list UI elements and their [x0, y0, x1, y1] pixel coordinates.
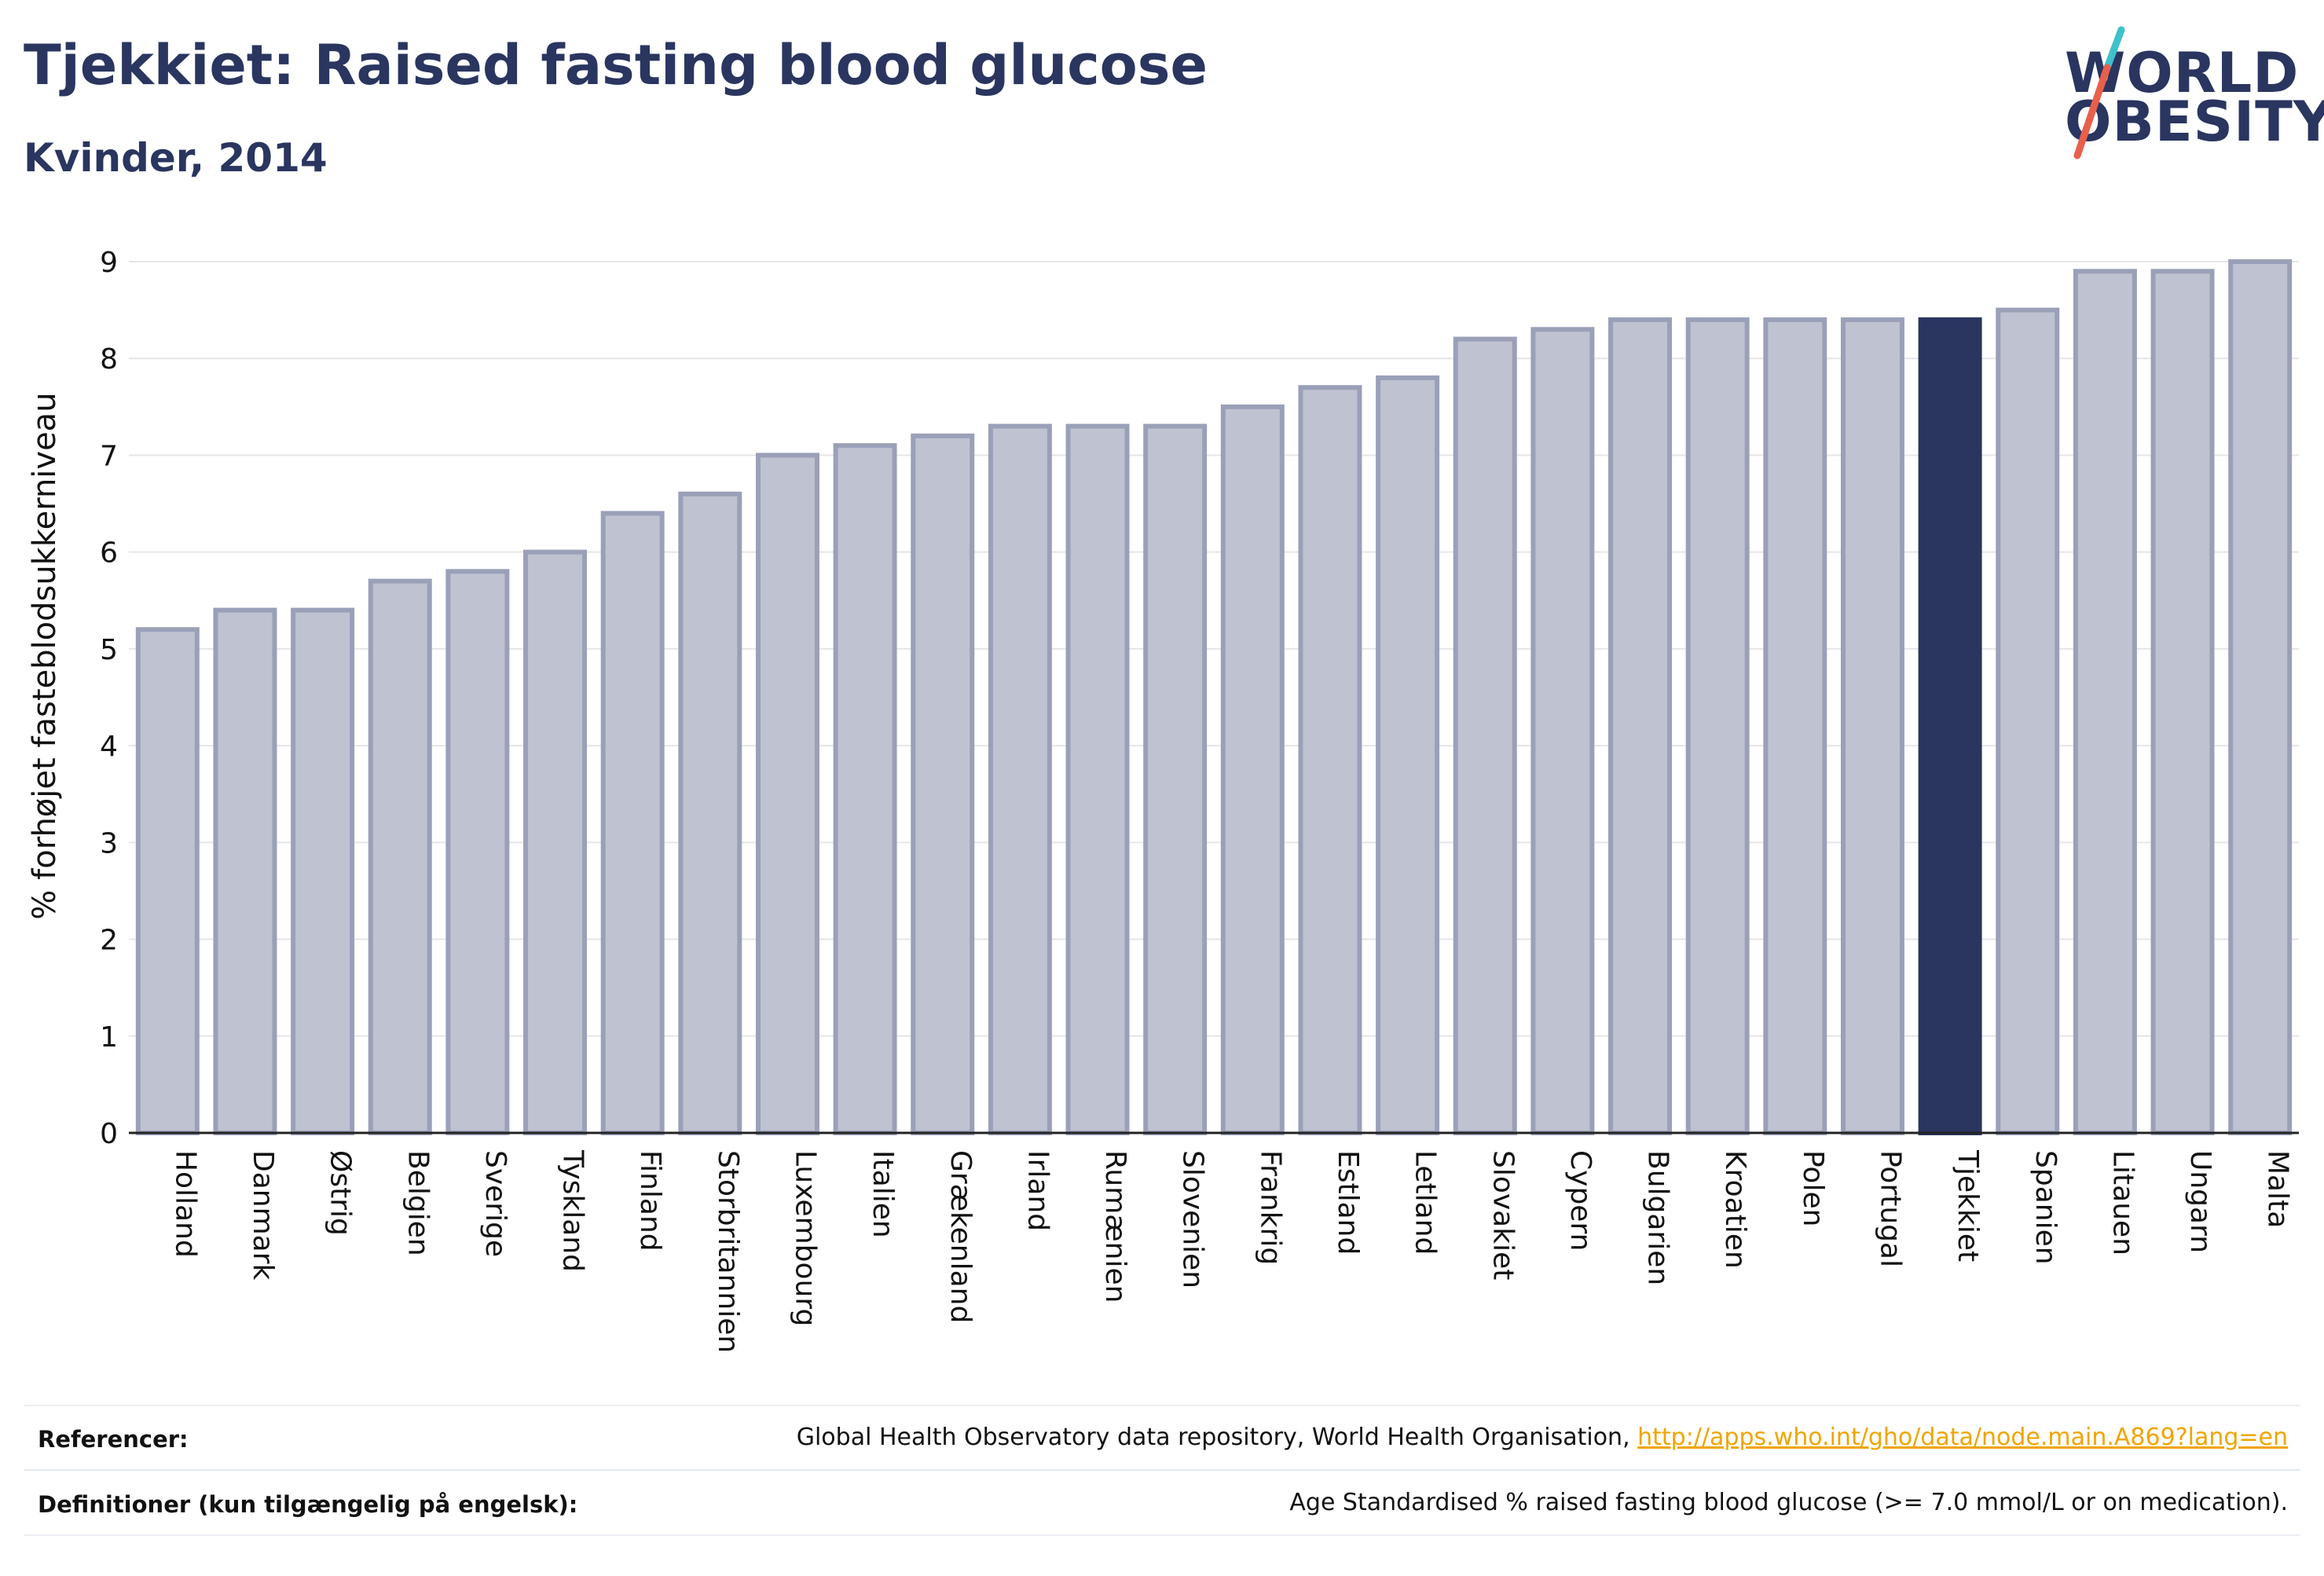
references-link[interactable]: http://apps.who.int/gho/data/node.main.A… — [1637, 1424, 2288, 1451]
footer-divider-bottom — [24, 1534, 2300, 1536]
x-tick-label: Grækenland — [944, 1150, 977, 1323]
bar — [1840, 317, 1904, 1135]
y-tick-label: 1 — [100, 1021, 118, 1054]
bar — [2150, 269, 2215, 1135]
x-tick-label: Finland — [634, 1150, 666, 1252]
axes: 0 1 2 3 4 5 6 7 8 9 Holland Danmark Østrig Belgien Sve… — [100, 247, 2299, 1353]
bar — [1376, 375, 1440, 1136]
bar — [291, 607, 355, 1135]
bars — [135, 259, 2293, 1136]
bar — [833, 443, 897, 1135]
bar — [911, 433, 975, 1135]
x-tick-label: Østrig — [324, 1150, 357, 1236]
y-tick-label: 0 — [100, 1118, 118, 1150]
y-tick-label: 2 — [100, 925, 118, 957]
bar — [2073, 269, 2137, 1135]
x-tick-label: Estland — [1332, 1150, 1364, 1255]
footer-divider-top — [24, 1405, 2300, 1406]
bar — [1996, 307, 2060, 1136]
x-tick-label: Storbritannien — [712, 1150, 744, 1353]
references-text: Global Health Observatory data repositor… — [796, 1424, 1638, 1451]
x-tick-label: Tjekkiet — [1952, 1149, 1984, 1262]
x-tick-label: Belgien — [401, 1150, 434, 1256]
bar — [445, 569, 510, 1135]
x-tick-label: Litauen — [2106, 1150, 2139, 1255]
x-tick-label: Danmark — [247, 1150, 279, 1281]
y-tick-label: 7 — [100, 440, 118, 472]
bar — [1530, 327, 1595, 1135]
x-tick-label: Rumænien — [1099, 1150, 1131, 1303]
x-tick-label: Luxembourg — [789, 1150, 821, 1326]
x-tick-label: Cypern — [1564, 1150, 1596, 1251]
bar — [678, 491, 742, 1135]
bar — [755, 453, 819, 1135]
y-tick-label: 8 — [100, 343, 118, 376]
bar — [600, 511, 665, 1135]
references-label: Referencer: — [38, 1426, 189, 1453]
x-tick-label: Letland — [1409, 1150, 1442, 1255]
bar — [1298, 385, 1362, 1135]
x-tick-label: Kroatien — [1719, 1150, 1751, 1269]
bar-chart: 0 1 2 3 4 5 6 7 8 9 Holland Danmark Østrig Belgien Sve… — [27, 247, 2299, 1353]
bar — [1220, 404, 1285, 1135]
y-tick-label: 3 — [100, 827, 118, 859]
x-tick-label: Polen — [1797, 1150, 1829, 1226]
y-tick-label: 5 — [100, 634, 118, 666]
x-tick-label: Portugal — [1874, 1150, 1906, 1267]
bar — [1608, 317, 1673, 1135]
bar — [1685, 317, 1750, 1135]
x-tick-label: Frankrig — [1254, 1150, 1286, 1265]
bar — [135, 627, 200, 1135]
bar — [1065, 423, 1130, 1135]
bar — [1453, 336, 1517, 1136]
x-tick-label: Italien — [867, 1150, 899, 1238]
y-tick-label: 9 — [100, 247, 118, 279]
world-obesity-logo: WORLD OBESITY — [2043, 24, 2324, 173]
bar-highlight — [1918, 317, 1982, 1135]
x-tick-label: Malta — [2262, 1150, 2294, 1228]
bar — [213, 607, 277, 1135]
bar — [1763, 317, 1827, 1135]
bar — [1143, 423, 1208, 1135]
definitions-value: Age Standardised % raised fasting blood … — [1289, 1489, 2288, 1516]
bar — [2228, 259, 2293, 1135]
x-tick-label: Bulgarien — [1642, 1150, 1674, 1285]
x-tick-label: Sverige — [479, 1150, 511, 1257]
x-tick-label: Holland — [169, 1150, 201, 1258]
chart-title: Tjekkiet: Raised fasting blood glucose — [24, 33, 1208, 97]
footer-divider-middle — [24, 1469, 2300, 1471]
logo-word-obesity: OBESITY — [2065, 90, 2324, 154]
chart-subtitle: Kvinder, 2014 — [24, 135, 328, 181]
bar — [523, 549, 588, 1135]
references-value: Global Health Observatory data repositor… — [797, 1424, 2288, 1451]
x-tick-label: Ungarn — [2184, 1150, 2216, 1253]
y-tick-label: 4 — [100, 731, 118, 763]
x-tick-label: Tyskland — [557, 1149, 589, 1272]
definitions-label: Definitioner (kun tilgængelig på engelsk… — [38, 1491, 578, 1518]
x-tick-label: Irland — [1021, 1150, 1054, 1231]
logo-slash-icon — [2073, 26, 2125, 159]
bar — [988, 423, 1052, 1135]
y-axis-label: % forhøjet fasteblodsukkerniveau — [27, 392, 63, 919]
y-tick-label: 6 — [100, 537, 118, 570]
x-tick-label: Slovenien — [1177, 1150, 1209, 1288]
x-tick-label: Spanien — [2029, 1150, 2062, 1265]
x-tick-label: Slovakiet — [1486, 1150, 1519, 1280]
bar — [368, 578, 432, 1135]
